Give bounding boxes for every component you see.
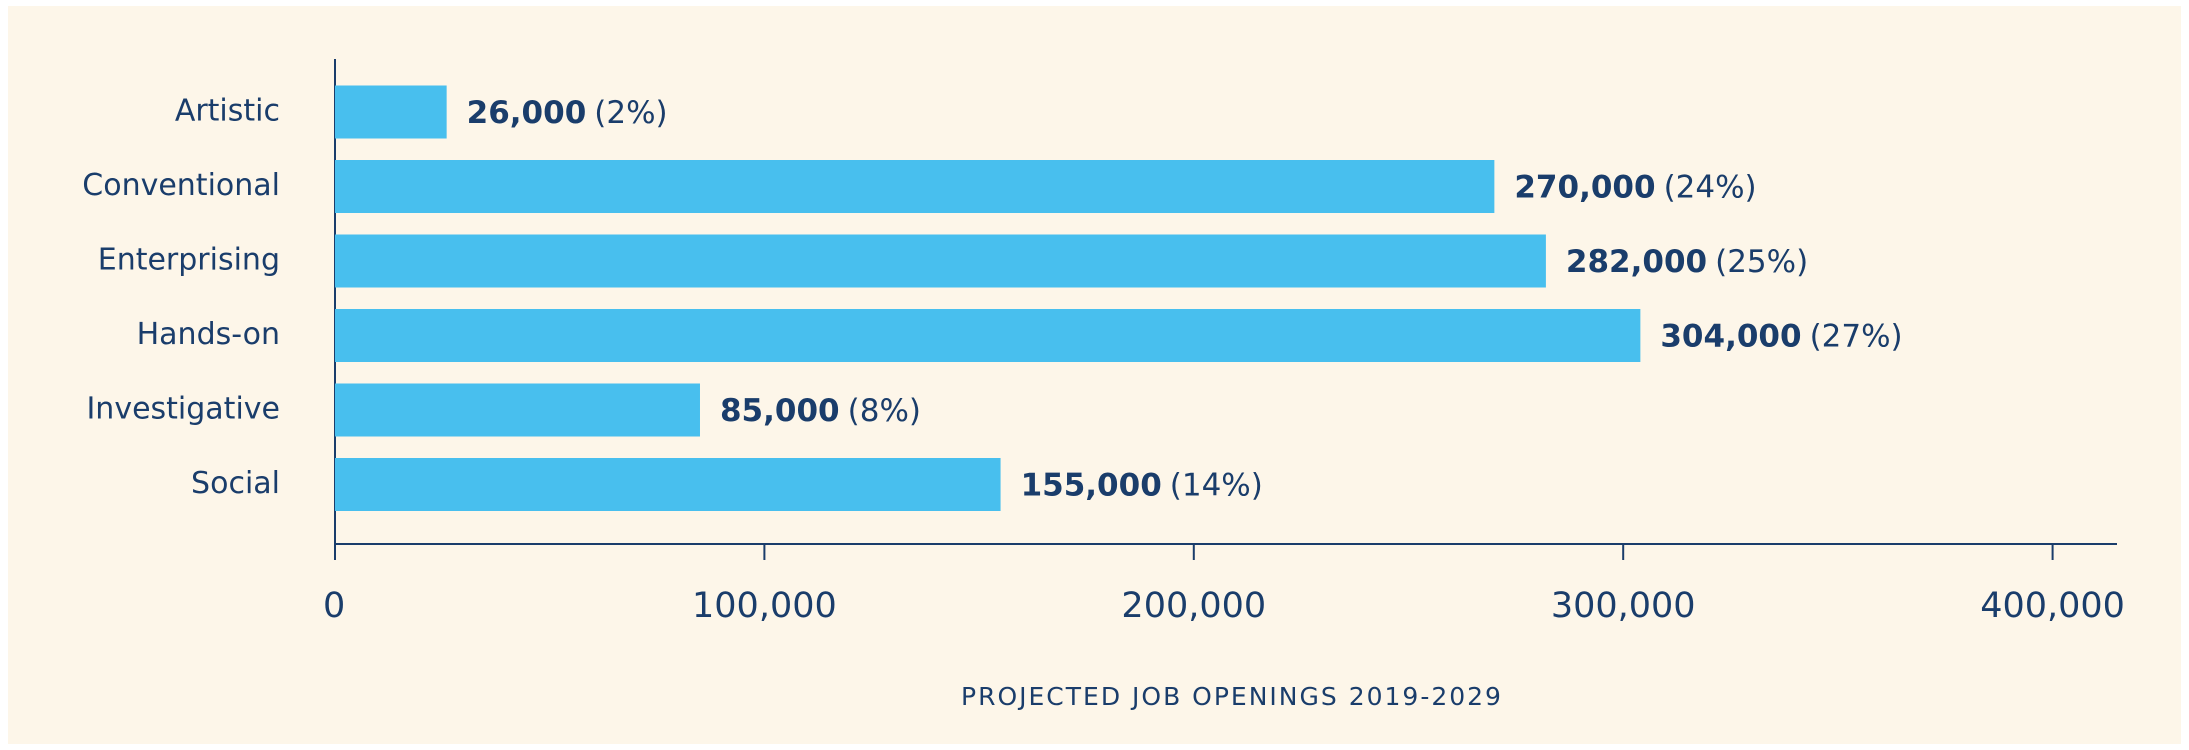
data-value-label: 155,000 bbox=[1021, 467, 1162, 503]
data-share-label: (2%) bbox=[594, 95, 667, 131]
y-tick-label: Enterprising bbox=[98, 243, 280, 278]
bar bbox=[335, 383, 700, 437]
x-axis-title: PROJECTED JOB OPENINGS 2019-2029 bbox=[961, 682, 1503, 711]
x-tick-label: 400,000 bbox=[1980, 586, 2125, 626]
y-tick-label: Artistic bbox=[175, 94, 280, 129]
bar bbox=[335, 85, 447, 139]
x-tick-label: 100,000 bbox=[692, 586, 837, 626]
data-label: 270,000 (24%) bbox=[1514, 169, 1756, 205]
data-share-label: (25%) bbox=[1715, 244, 1808, 280]
data-label: 282,000 (25%) bbox=[1566, 244, 1808, 280]
data-share-label: (8%) bbox=[848, 393, 921, 429]
y-tick-label: Investigative bbox=[86, 392, 280, 427]
y-tick-label: Social bbox=[191, 466, 280, 501]
bar bbox=[335, 234, 1546, 288]
data-value-label: 85,000 bbox=[720, 393, 840, 429]
data-value-label: 26,000 bbox=[467, 95, 587, 131]
data-value-label: 304,000 bbox=[1660, 318, 1801, 354]
y-tick-label: Hands-on bbox=[137, 317, 280, 352]
data-label: 155,000 (14%) bbox=[1021, 467, 1263, 503]
data-label: 26,000 (2%) bbox=[467, 95, 668, 131]
data-share-label: (27%) bbox=[1810, 318, 1903, 354]
background bbox=[8, 6, 2181, 744]
bar bbox=[335, 160, 1495, 213]
data-share-label: (24%) bbox=[1664, 169, 1757, 205]
bar bbox=[335, 458, 1001, 511]
x-tick-label: 200,000 bbox=[1121, 586, 1266, 626]
data-value-label: 270,000 bbox=[1514, 169, 1655, 205]
data-value-label: 282,000 bbox=[1566, 244, 1707, 280]
data-label: 304,000 (27%) bbox=[1660, 318, 1902, 354]
data-label: 85,000 (8%) bbox=[720, 393, 921, 429]
bar bbox=[335, 309, 1641, 362]
y-tick-label: Conventional bbox=[82, 168, 280, 203]
x-tick-label: 300,000 bbox=[1551, 586, 1696, 626]
data-share-label: (14%) bbox=[1170, 467, 1263, 503]
x-tick-label: 0 bbox=[323, 586, 345, 626]
